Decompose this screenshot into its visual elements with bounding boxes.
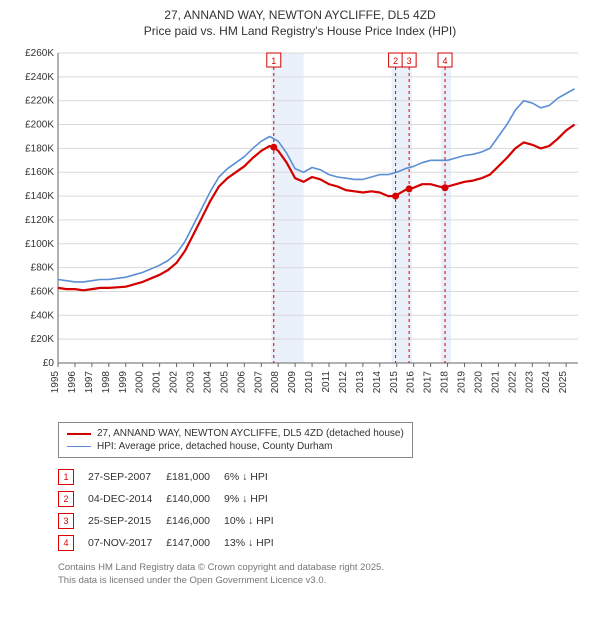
- svg-text:£140K: £140K: [25, 191, 54, 202]
- svg-text:£0: £0: [43, 358, 55, 369]
- svg-text:2006: 2006: [236, 371, 247, 394]
- svg-text:£80K: £80K: [31, 263, 55, 274]
- title-line2: Price paid vs. HM Land Registry's House …: [8, 24, 592, 40]
- sale-date: 25-SEP-2015: [88, 510, 166, 532]
- sale-price: £146,000: [166, 510, 224, 532]
- chart-title: 27, ANNAND WAY, NEWTON AYCLIFFE, DL5 4ZD…: [8, 8, 592, 39]
- svg-text:£220K: £220K: [25, 96, 54, 107]
- svg-text:2: 2: [393, 56, 398, 66]
- legend-row: 27, ANNAND WAY, NEWTON AYCLIFFE, DL5 4ZD…: [67, 427, 404, 440]
- sale-marker-icon: 3: [58, 513, 74, 529]
- svg-text:2023: 2023: [524, 371, 535, 394]
- sale-price: £147,000: [166, 532, 224, 554]
- svg-text:2017: 2017: [423, 371, 434, 394]
- legend-label: HPI: Average price, detached house, Coun…: [97, 441, 333, 452]
- sale-delta: 13% ↓ HPI: [224, 532, 288, 554]
- footer-attribution: Contains HM Land Registry data © Crown c…: [58, 562, 592, 587]
- svg-text:£120K: £120K: [25, 215, 54, 226]
- svg-text:2015: 2015: [389, 371, 400, 394]
- sale-marker-icon: 2: [58, 491, 74, 507]
- svg-text:1997: 1997: [84, 371, 95, 394]
- svg-text:£40K: £40K: [31, 310, 55, 321]
- svg-text:2016: 2016: [406, 371, 417, 394]
- sale-price: £140,000: [166, 488, 224, 510]
- footer-line1: Contains HM Land Registry data © Crown c…: [58, 562, 592, 574]
- title-line1: 27, ANNAND WAY, NEWTON AYCLIFFE, DL5 4ZD: [8, 8, 592, 24]
- sale-date: 27-SEP-2007: [88, 466, 166, 488]
- svg-text:2018: 2018: [440, 371, 451, 394]
- svg-text:1: 1: [271, 56, 276, 66]
- svg-text:1995: 1995: [50, 371, 61, 394]
- svg-text:2010: 2010: [304, 371, 315, 394]
- sale-date: 04-DEC-2014: [88, 488, 166, 510]
- svg-text:£20K: £20K: [31, 334, 55, 345]
- table-row: 3 25-SEP-2015£146,00010% ↓ HPI: [58, 510, 288, 532]
- svg-text:2003: 2003: [186, 371, 197, 394]
- svg-text:2025: 2025: [558, 371, 569, 394]
- price-chart: £0 £20K £40K £60K £80K £100K £120K £140K £160K £1…: [8, 43, 592, 413]
- table-row: 4 07-NOV-2017£147,00013% ↓ HPI: [58, 532, 288, 554]
- svg-text:1999: 1999: [118, 371, 129, 394]
- svg-text:£200K: £200K: [25, 120, 54, 131]
- svg-text:£160K: £160K: [25, 167, 54, 178]
- sale-marker-icon: 4: [58, 535, 74, 551]
- footer-line2: This data is licensed under the Open Gov…: [58, 575, 592, 587]
- svg-text:2011: 2011: [321, 371, 332, 393]
- svg-text:4: 4: [443, 56, 448, 66]
- chart-container: £0 £20K £40K £60K £80K £100K £120K £140K £160K £1…: [8, 43, 592, 416]
- svg-text:3: 3: [407, 56, 412, 66]
- legend-row: HPI: Average price, detached house, Coun…: [67, 440, 404, 453]
- svg-text:2021: 2021: [490, 371, 501, 394]
- table-row: 2 04-DEC-2014£140,0009% ↓ HPI: [58, 488, 288, 510]
- svg-text:£180K: £180K: [25, 144, 54, 155]
- svg-text:2000: 2000: [135, 371, 146, 394]
- table-row: 1 27-SEP-2007£181,0006% ↓ HPI: [58, 466, 288, 488]
- svg-text:£60K: £60K: [31, 287, 55, 298]
- svg-text:2008: 2008: [270, 371, 281, 394]
- svg-text:£100K: £100K: [25, 239, 54, 250]
- svg-text:2019: 2019: [457, 371, 468, 394]
- sale-delta: 10% ↓ HPI: [224, 510, 288, 532]
- svg-text:2020: 2020: [473, 371, 484, 394]
- svg-text:2002: 2002: [169, 371, 180, 394]
- sale-delta: 9% ↓ HPI: [224, 488, 288, 510]
- legend: 27, ANNAND WAY, NEWTON AYCLIFFE, DL5 4ZD…: [58, 422, 413, 458]
- svg-text:1996: 1996: [67, 371, 78, 394]
- svg-text:2014: 2014: [372, 371, 383, 394]
- sale-delta: 6% ↓ HPI: [224, 466, 288, 488]
- legend-swatch: [67, 433, 91, 435]
- svg-text:2005: 2005: [219, 371, 230, 394]
- svg-text:2007: 2007: [253, 371, 264, 394]
- svg-text:2009: 2009: [287, 371, 298, 394]
- svg-text:2004: 2004: [202, 371, 213, 394]
- svg-text:2001: 2001: [152, 371, 163, 394]
- sale-date: 07-NOV-2017: [88, 532, 166, 554]
- legend-label: 27, ANNAND WAY, NEWTON AYCLIFFE, DL5 4ZD…: [97, 428, 404, 439]
- svg-text:2022: 2022: [507, 371, 518, 394]
- svg-text:2013: 2013: [355, 371, 366, 394]
- svg-text:2012: 2012: [338, 371, 349, 394]
- svg-text:£260K: £260K: [25, 48, 54, 59]
- legend-swatch: [67, 446, 91, 447]
- sale-marker-icon: 1: [58, 469, 74, 485]
- sales-table: 1 27-SEP-2007£181,0006% ↓ HPI 2 04-DEC-2014…: [58, 466, 288, 554]
- svg-text:£240K: £240K: [25, 72, 54, 83]
- sale-price: £181,000: [166, 466, 224, 488]
- svg-text:1998: 1998: [101, 371, 112, 394]
- svg-text:2024: 2024: [541, 371, 552, 394]
